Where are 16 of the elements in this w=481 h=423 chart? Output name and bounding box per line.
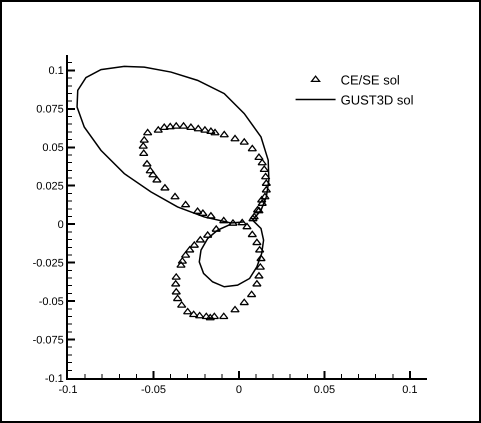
y-tick-label: 0.05 (42, 142, 64, 154)
x-tick-label: 0.1 (402, 384, 418, 396)
legend-label: CE/SE sol (340, 72, 400, 88)
y-tick-label: -0.05 (38, 296, 64, 308)
y-tick-label: -0.1 (44, 372, 64, 385)
x-tick-label: -0.1 (58, 384, 78, 396)
y-tick-label: 0.025 (36, 180, 64, 193)
y-tick-label: 0.1 (48, 65, 64, 78)
y-tick-label: -0.025 (32, 257, 64, 270)
y-tick-label: 0 (58, 219, 64, 232)
y-tick-label: 0.075 (36, 104, 64, 116)
y-tick-label: -0.075 (32, 334, 64, 346)
x-tick-label: 0.05 (314, 384, 336, 396)
x-tick-label: -0.05 (140, 384, 166, 396)
x-tick-label: 0 (236, 384, 242, 396)
legend-label: GUST3D sol (340, 92, 414, 108)
